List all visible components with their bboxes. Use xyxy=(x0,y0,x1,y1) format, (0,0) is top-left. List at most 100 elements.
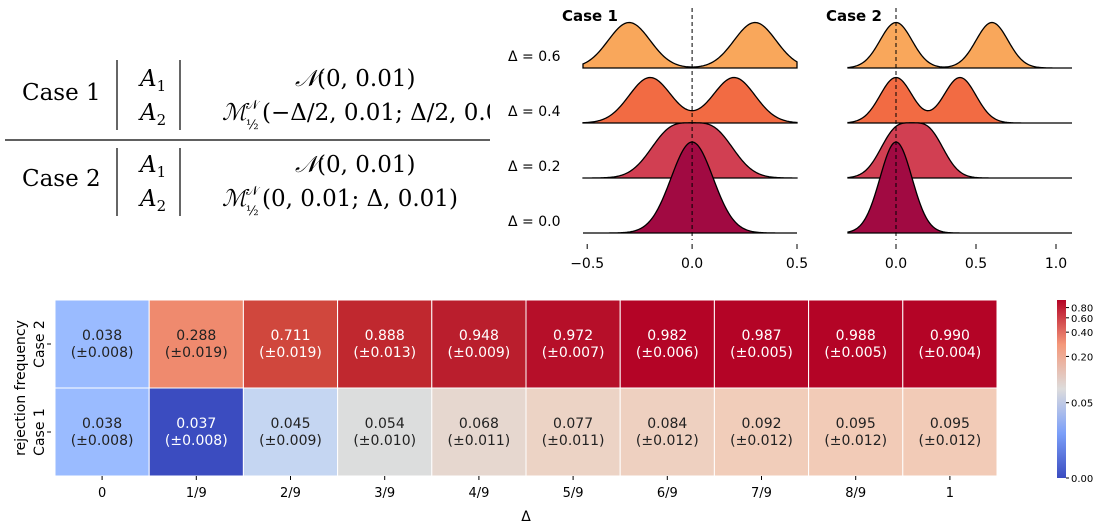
row-label: Δ = 0.6 xyxy=(508,49,561,65)
density-curve xyxy=(847,141,1072,234)
cell-error: (±0.019) xyxy=(259,345,322,361)
x-tick-label: 8/9 xyxy=(845,486,866,501)
dist-args: (0, 0.01) xyxy=(317,66,415,92)
cell-value: 0.092 xyxy=(741,416,781,432)
heatmap-cell xyxy=(902,387,998,477)
arm-label: A1 xyxy=(138,152,166,181)
heatmap-cell xyxy=(54,387,150,477)
heatmap-cell xyxy=(337,387,433,477)
x-tick-label: 2/9 xyxy=(280,486,301,501)
arm-index: 1 xyxy=(157,163,167,181)
density-curve xyxy=(582,76,798,124)
heatmap-cell xyxy=(148,387,244,477)
dist-args: (0, 0.01) xyxy=(317,152,415,178)
cell-error: (±0.009) xyxy=(448,345,511,361)
cell-value: 0.982 xyxy=(647,328,687,344)
x-tick-label: 4/9 xyxy=(468,486,489,501)
cell-value: 0.948 xyxy=(459,328,499,344)
arm-symbol: A xyxy=(138,100,157,126)
row-label: Δ = 0.4 xyxy=(508,104,561,120)
heatmap-cell xyxy=(619,387,715,477)
heatmap-cell xyxy=(902,299,998,389)
arm-index: 2 xyxy=(157,197,167,215)
cell-error: (±0.011) xyxy=(542,433,605,449)
cell-value: 0.711 xyxy=(270,328,310,344)
x-tick-label: 1.0 xyxy=(1045,256,1067,272)
distribution: 𝒩(0, 0.01) xyxy=(295,66,415,92)
arm-label: A1 xyxy=(138,66,166,95)
heatmap-cell xyxy=(808,387,904,477)
heatmap-cell xyxy=(337,299,433,389)
arm-label: A2 xyxy=(138,100,166,129)
cell-error: (±0.008) xyxy=(165,433,228,449)
cell-error: (±0.006) xyxy=(636,345,699,361)
cell-value: 0.095 xyxy=(836,416,876,432)
colorbar-tick-label: 0.00 xyxy=(1071,474,1093,485)
panel-title: Case 1 xyxy=(562,7,618,25)
cell-value: 0.990 xyxy=(930,328,970,344)
heatmap-cell xyxy=(525,299,621,389)
case-label: Case 1 xyxy=(22,80,101,106)
x-tick-label: 6/9 xyxy=(657,486,678,501)
x-tick-label: 0 xyxy=(98,486,106,501)
parameter-table: Case 1A1 𝒩(0, 0.01)A2 ℳ𝒩 ½ (−Δ/2, 0.01; Δ/2,… xyxy=(5,60,524,219)
heatmap-cell xyxy=(808,299,904,389)
x-tick-label: 0.0 xyxy=(681,256,703,272)
arm-symbol: A xyxy=(138,152,157,178)
cell-error: (±0.008) xyxy=(71,345,134,361)
distribution: 𝒩(0, 0.01) xyxy=(295,152,415,178)
x-tick-label: 0.5 xyxy=(965,256,987,272)
dist-symbol: ℳ xyxy=(222,100,250,126)
cell-error: (±0.011) xyxy=(448,433,511,449)
cell-value: 0.972 xyxy=(553,328,593,344)
heatmap-cell xyxy=(431,387,527,477)
colorbar xyxy=(1057,300,1066,478)
heatmap-cell xyxy=(242,387,339,477)
row-label: Δ = 0.0 xyxy=(508,214,560,230)
dist-symbol: ℳ xyxy=(222,186,250,212)
arm-symbol: A xyxy=(138,186,157,212)
cell-error: (±0.005) xyxy=(730,345,793,361)
y-tick-label: Case 1 xyxy=(32,408,48,456)
cell-value: 0.068 xyxy=(459,416,499,432)
cell-error: (±0.007) xyxy=(542,345,605,361)
cell-value: 0.038 xyxy=(82,416,122,432)
cell-value: 0.054 xyxy=(365,416,405,432)
heatmap-cell xyxy=(713,387,810,477)
cell-value: 0.095 xyxy=(930,416,970,432)
arm-index: 1 xyxy=(157,77,167,95)
plots: Case 1 Δ = 0.6 Δ = 0.4 Δ = 0.2 Δ = 0.0 −0.5 0.… xyxy=(13,7,1093,525)
heatmap-cell xyxy=(713,299,810,389)
arm-label: A2 xyxy=(138,186,166,215)
heatmap-cell xyxy=(619,299,715,389)
distribution: ℳ𝒩 ½ (−Δ/2, 0.01; Δ/2, 0.01) xyxy=(222,98,524,133)
distribution: ℳ𝒩 ½ (0, 0.01; Δ, 0.01) xyxy=(222,184,458,219)
x-axis-label: Δ xyxy=(521,509,531,525)
x-tick-label: 7/9 xyxy=(751,486,772,501)
density-curve xyxy=(582,21,798,69)
dist-args: (0, 0.01; Δ, 0.01) xyxy=(262,186,458,212)
colorbar-tick-label: 0.40 xyxy=(1071,328,1093,339)
cell-value: 0.077 xyxy=(553,416,593,432)
cell-error: (±0.012) xyxy=(824,433,887,449)
density-curve xyxy=(847,122,1072,179)
cell-error: (±0.012) xyxy=(636,433,699,449)
cell-value: 0.045 xyxy=(270,416,310,432)
colorbar-tick-label: 0.80 xyxy=(1071,304,1093,315)
cell-value: 0.888 xyxy=(365,328,405,344)
x-tick-label: 0.5 xyxy=(786,256,808,272)
cell-error: (±0.019) xyxy=(165,345,228,361)
cell-value: 0.288 xyxy=(176,328,216,344)
x-tick-label: 3/9 xyxy=(374,486,395,501)
cell-value: 0.988 xyxy=(836,328,876,344)
dist-args: (−Δ/2, 0.01; Δ/2, 0.01) xyxy=(262,100,524,126)
x-tick-label: 1 xyxy=(946,486,954,501)
cell-error: (±0.004) xyxy=(919,345,982,361)
panel-title: Case 2 xyxy=(826,7,882,25)
cell-error: (±0.013) xyxy=(353,345,416,361)
case-label: Case 2 xyxy=(22,166,101,192)
heatmap-cell xyxy=(148,299,244,389)
x-tick-label: −0.5 xyxy=(570,256,604,272)
row-label: Δ = 0.2 xyxy=(508,159,560,175)
